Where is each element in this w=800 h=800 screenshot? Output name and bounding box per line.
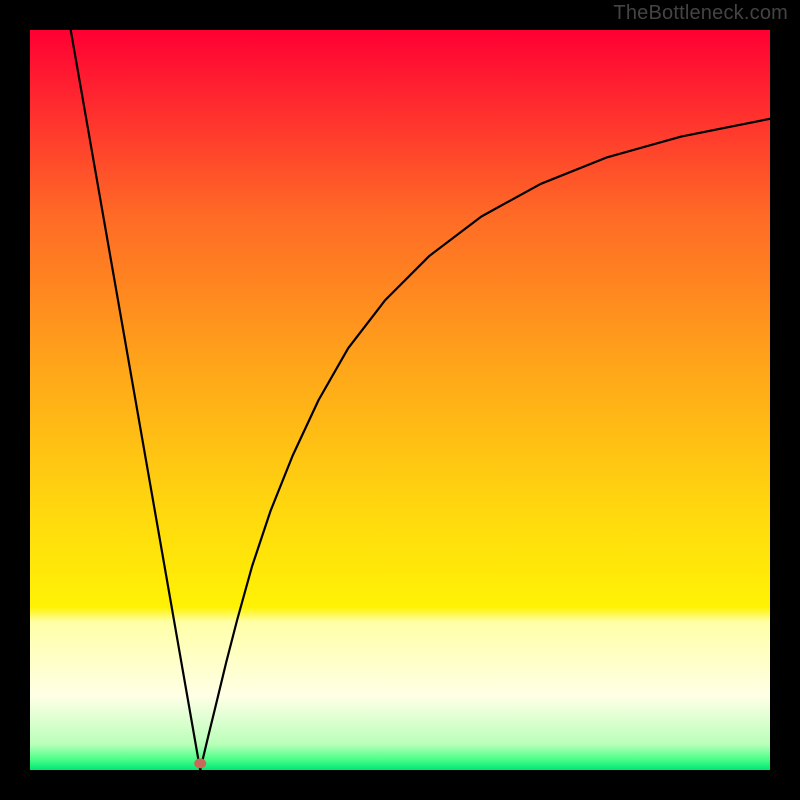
minimum-marker xyxy=(194,758,206,768)
plot-background xyxy=(30,30,770,770)
bottleneck-curve-chart xyxy=(0,0,800,800)
watermark-text: TheBottleneck.com xyxy=(613,2,788,25)
